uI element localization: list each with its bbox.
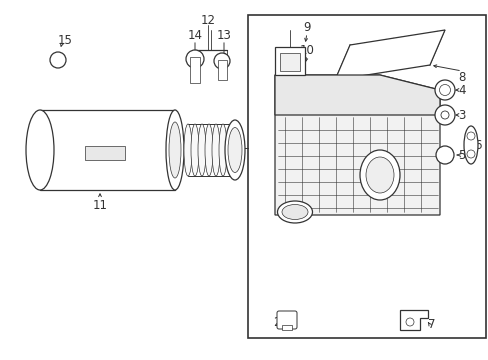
Circle shape (466, 132, 474, 140)
Ellipse shape (165, 110, 183, 190)
Text: 9: 9 (303, 21, 310, 33)
Ellipse shape (198, 124, 205, 176)
Text: 7: 7 (427, 319, 435, 332)
Text: 11: 11 (92, 198, 107, 212)
Bar (280, 53, 299, 71)
Ellipse shape (365, 157, 393, 193)
Ellipse shape (212, 124, 220, 176)
Text: 14: 14 (187, 28, 202, 41)
Ellipse shape (26, 110, 54, 190)
Text: 10: 10 (299, 44, 314, 57)
Text: 1: 1 (232, 141, 239, 154)
Circle shape (50, 52, 66, 68)
Circle shape (435, 146, 453, 164)
Bar (274, 47, 305, 75)
Polygon shape (399, 310, 427, 330)
Bar (190, 57, 200, 83)
Ellipse shape (204, 124, 213, 176)
Circle shape (440, 111, 448, 119)
Polygon shape (334, 30, 444, 80)
Text: 12: 12 (200, 14, 215, 27)
Ellipse shape (359, 150, 399, 200)
Polygon shape (274, 75, 439, 215)
FancyBboxPatch shape (276, 311, 296, 329)
Bar (85, 146, 125, 160)
Bar (282, 325, 291, 330)
Circle shape (439, 85, 449, 95)
Ellipse shape (183, 124, 192, 176)
Ellipse shape (277, 201, 312, 223)
Text: 15: 15 (58, 33, 72, 46)
Circle shape (466, 150, 474, 158)
Polygon shape (274, 75, 439, 115)
Ellipse shape (282, 204, 307, 220)
Circle shape (434, 80, 454, 100)
Circle shape (405, 318, 413, 326)
Text: 2: 2 (273, 315, 280, 328)
Text: 8: 8 (457, 71, 465, 84)
Bar (247, 15, 485, 338)
Ellipse shape (191, 124, 199, 176)
Ellipse shape (224, 120, 244, 180)
Circle shape (214, 53, 229, 69)
Ellipse shape (227, 127, 242, 172)
Text: 5: 5 (457, 149, 465, 162)
Text: 13: 13 (216, 28, 231, 41)
Text: 4: 4 (457, 84, 465, 96)
Text: 6: 6 (473, 139, 481, 152)
Text: 3: 3 (457, 108, 465, 122)
Ellipse shape (219, 124, 226, 176)
Bar (40, 110, 175, 190)
Ellipse shape (169, 122, 181, 178)
Ellipse shape (463, 126, 477, 164)
Circle shape (185, 50, 203, 68)
Bar (218, 60, 226, 80)
Circle shape (434, 105, 454, 125)
